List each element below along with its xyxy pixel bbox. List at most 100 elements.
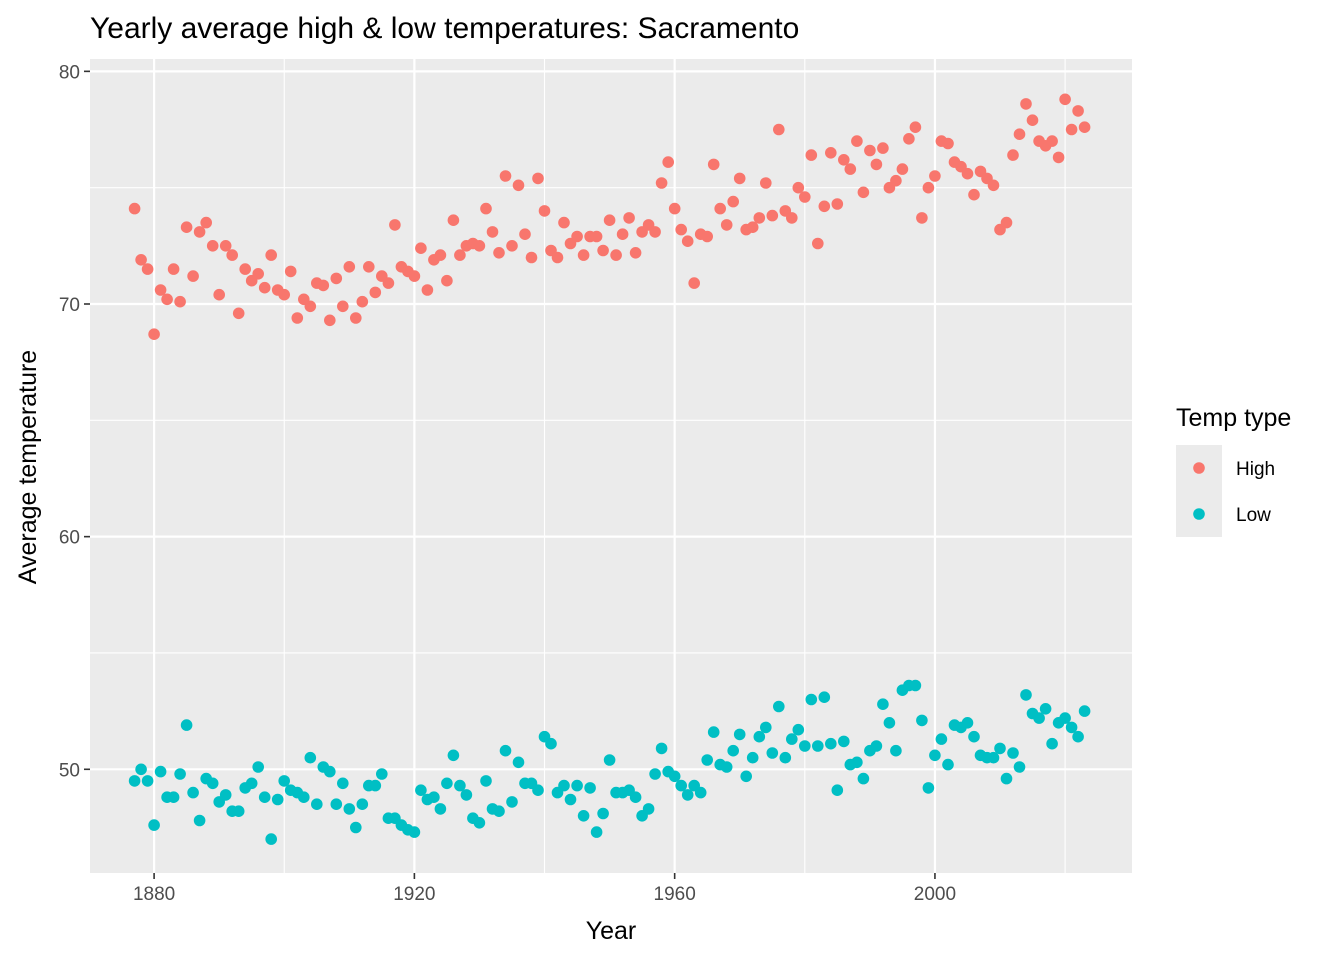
low-point [493, 805, 505, 817]
high-point [968, 188, 980, 201]
high-point [232, 307, 245, 320]
high-point [792, 181, 805, 194]
low-point [330, 798, 343, 810]
low-point [1000, 772, 1013, 785]
high-point [1065, 123, 1078, 136]
high-point [258, 281, 271, 294]
high-point [265, 249, 278, 261]
low-point [141, 775, 154, 787]
low-point [694, 786, 707, 799]
low-point [870, 740, 883, 752]
low-point [720, 761, 733, 773]
low-point [857, 772, 870, 785]
x-tick-label: 1880 [133, 884, 175, 905]
low-point [174, 768, 186, 780]
low-point [447, 749, 460, 762]
low-point [649, 768, 661, 780]
low-point [558, 779, 570, 792]
high-point [154, 284, 167, 296]
low-point [128, 775, 141, 787]
plot-panel [90, 59, 1132, 873]
high-point [681, 235, 694, 247]
x-axis-ticks: 1880 1920 1960 2000 [133, 873, 956, 905]
high-point [616, 228, 629, 240]
legend-title: Temp type [1176, 404, 1291, 432]
high-point [304, 300, 317, 313]
high-point [1072, 105, 1084, 117]
low-point [337, 777, 349, 790]
low-point [1020, 689, 1032, 701]
high-point [551, 251, 564, 264]
low-point [219, 789, 232, 801]
high-point [141, 263, 154, 275]
low-point [1078, 705, 1091, 717]
high-point [200, 216, 212, 229]
low-point [311, 798, 323, 810]
low-point [135, 763, 147, 776]
high-point [649, 226, 661, 238]
y-axis-ticks: 50 60 70 80 [59, 62, 90, 781]
high-point [506, 240, 518, 252]
high-point [538, 205, 551, 217]
high-point [610, 249, 622, 261]
low-point [987, 751, 1000, 764]
high-point [857, 186, 870, 199]
low-point [376, 768, 388, 780]
x-axis-title: Year [586, 917, 637, 945]
high-point [877, 142, 889, 154]
x-tick-label: 2000 [914, 884, 956, 905]
low-point [799, 740, 811, 752]
high-point [493, 247, 505, 259]
low-point [818, 691, 831, 703]
high-point [239, 263, 251, 275]
low-point [343, 803, 356, 815]
low-point [786, 733, 798, 745]
high-point [701, 230, 713, 243]
high-point [812, 237, 824, 250]
high-point [831, 198, 844, 210]
high-point [1052, 151, 1065, 164]
high-point [213, 288, 225, 301]
low-point [304, 751, 317, 764]
low-point [473, 817, 486, 829]
high-point [1078, 121, 1091, 133]
high-point [350, 312, 362, 324]
high-point [206, 240, 219, 252]
low-point [753, 730, 766, 743]
low-point [232, 805, 245, 817]
high-point [441, 274, 453, 287]
low-point [590, 826, 603, 838]
low-point [746, 751, 759, 764]
high-point [447, 214, 460, 226]
high-point [903, 133, 915, 145]
low-point [415, 784, 427, 796]
data-points [128, 93, 1091, 845]
high-point [369, 286, 382, 299]
high-point [1046, 135, 1058, 147]
low-point [851, 756, 863, 769]
low-point [454, 779, 466, 792]
low-point [760, 721, 772, 734]
high-point [330, 272, 343, 285]
high-point [799, 191, 811, 203]
high-point [916, 212, 928, 224]
high-point [1059, 93, 1071, 106]
low-point [994, 742, 1006, 755]
high-point [1000, 216, 1013, 229]
low-point [655, 742, 668, 755]
low-point [324, 765, 336, 778]
low-point [675, 779, 687, 792]
high-point [558, 216, 570, 229]
high-point [909, 121, 922, 133]
high-point [597, 244, 609, 257]
high-point [161, 293, 173, 306]
high-point [408, 270, 421, 282]
high-point [896, 163, 909, 175]
high-point [942, 137, 954, 150]
legend-label-low: Low [1236, 505, 1271, 526]
low-point [350, 821, 362, 834]
low-point [968, 730, 980, 743]
low-point [792, 723, 805, 736]
high-point [174, 295, 186, 308]
low-point [577, 810, 590, 822]
